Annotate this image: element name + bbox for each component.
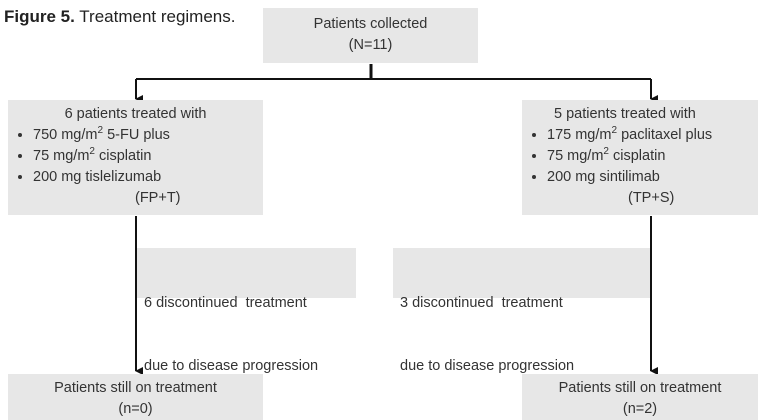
caption-text: Treatment regimens. xyxy=(74,7,236,26)
node-text: 6 discontinued treatment xyxy=(144,295,307,311)
item-text: 175 mg/m xyxy=(547,127,612,143)
item-text: 200 mg tislelizumab xyxy=(33,169,162,185)
item-sup: 2 xyxy=(89,146,95,158)
node-title: 5 patients treated with xyxy=(554,106,696,122)
node: 6 discontinued treatment due to disease … xyxy=(137,248,356,374)
node-abbr: (TP+S) xyxy=(628,190,675,206)
item-text: cisplatin xyxy=(608,148,666,164)
node-abbr: (FP+T) xyxy=(135,190,181,206)
caption-label: Figure 5. xyxy=(4,7,75,26)
node: Patients still on treatment (n=2) xyxy=(522,374,758,420)
node-title: 6 patients treated with xyxy=(64,106,207,122)
node: 3 discontinued treatment due to disease … xyxy=(393,248,650,374)
node: 5 patients treated with 175 mg/m2 paclit… xyxy=(522,100,758,215)
node: Patients collected (N=11) xyxy=(263,8,478,63)
item-sup: 2 xyxy=(97,125,104,137)
node-text: (N=11) xyxy=(348,37,393,53)
node-text: (n=2) xyxy=(622,401,658,417)
node-text: 3 discontinued treatment xyxy=(400,295,563,311)
node-text: Patients collected xyxy=(313,16,428,32)
node-text: Patients still on treatment xyxy=(558,380,722,396)
node-text: due to disease progression xyxy=(400,358,575,374)
item-text: 75 mg/m xyxy=(33,148,90,164)
item-list: 175 mg/m2 paclitaxel plus75 mg/m2 cispla… xyxy=(522,125,758,188)
item-text: 200 mg sintilimab xyxy=(547,169,660,185)
caption: Figure 5. Treatment regimens. xyxy=(4,6,239,27)
node-text: Patients still on treatment xyxy=(54,380,217,396)
item-text: 5-FU plus xyxy=(103,127,170,143)
list-item: 175 mg/m2 paclitaxel plus xyxy=(547,125,758,146)
item-list: 750 mg/m2 5-FU plus75 mg/m2 cisplatin200… xyxy=(8,125,263,188)
item-text: 75 mg/m xyxy=(547,148,604,164)
item-text: 750 mg/m xyxy=(33,127,98,143)
list-item: 200 mg sintilimab xyxy=(547,167,758,188)
node: 6 patients treated with 750 mg/m2 5-FU p… xyxy=(8,100,263,215)
item-text: cisplatin xyxy=(94,148,152,164)
item-sup: 2 xyxy=(611,125,618,137)
item-sup: 2 xyxy=(603,146,609,158)
list-item: 75 mg/m2 cisplatin xyxy=(33,146,263,167)
list-item: 750 mg/m2 5-FU plus xyxy=(33,125,263,146)
node: Patients still on treatment (n=0) xyxy=(8,374,263,420)
node-text: due to disease progression xyxy=(144,358,319,374)
node-text: (n=0) xyxy=(118,401,153,417)
item-text: paclitaxel plus xyxy=(617,127,713,143)
list-item: 75 mg/m2 cisplatin xyxy=(547,146,758,167)
list-item: 200 mg tislelizumab xyxy=(33,167,263,188)
